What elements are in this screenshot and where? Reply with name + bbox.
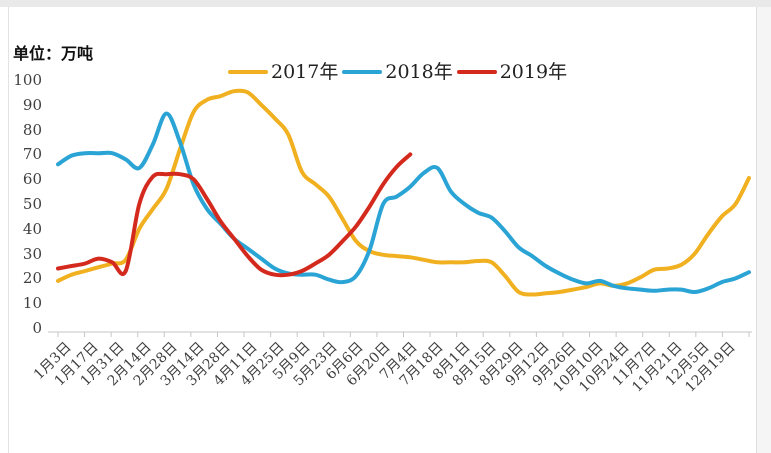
legend-item-2017: 2017年 <box>228 62 338 82</box>
y-tick-label-80: 80 <box>22 120 42 139</box>
right-border-line <box>756 7 757 453</box>
y-tick-label-10: 10 <box>22 294 42 313</box>
series-line-2019 <box>56 152 413 278</box>
left-border-line <box>8 7 9 453</box>
legend-swatch-2019 <box>456 70 497 74</box>
chart-legend: 2017年 2018年 2019年 <box>228 62 571 82</box>
legend-label-2019: 2019年 <box>499 61 568 83</box>
y-tick-label-90: 90 <box>22 95 42 114</box>
y-tick-label-20: 20 <box>22 269 42 288</box>
top-border-strip <box>0 0 771 7</box>
y-tick-label-40: 40 <box>22 219 42 238</box>
legend-label-2017: 2017年 <box>271 61 339 83</box>
y-tick-label-70: 70 <box>22 145 42 164</box>
series-line-2018 <box>56 111 751 295</box>
legend-item-2019: 2019年 <box>456 61 568 83</box>
y-tick-label-100: 100 <box>13 71 42 89</box>
y-tick-label-30: 30 <box>22 244 42 263</box>
legend-item-2018: 2018年 <box>342 61 453 83</box>
series-line-2017 <box>56 88 751 297</box>
right-border-strip <box>757 7 771 453</box>
y-tick-label-60: 60 <box>22 170 42 189</box>
y-tick-label-0: 0 <box>32 319 42 337</box>
y-tick-label-50: 50 <box>22 195 42 213</box>
legend-swatch-2018 <box>342 70 383 74</box>
axis-unit-label: 单位：万吨 <box>13 44 94 63</box>
legend-swatch-2017 <box>228 70 268 74</box>
legend-label-2018: 2018年 <box>385 61 453 83</box>
